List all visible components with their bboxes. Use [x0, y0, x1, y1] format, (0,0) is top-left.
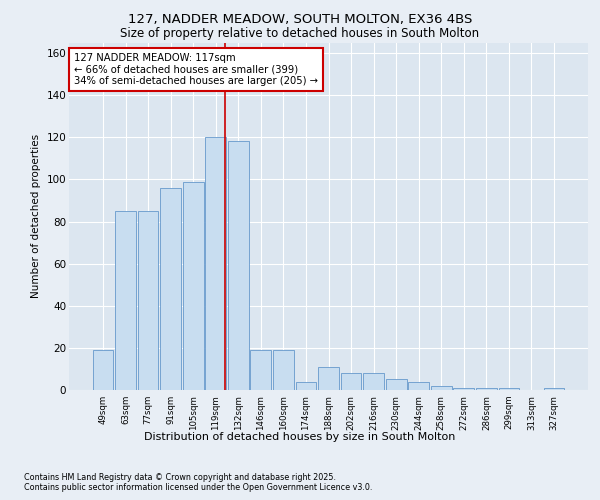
Bar: [160, 188, 181, 390]
Bar: [205, 138, 226, 390]
Text: Size of property relative to detached houses in South Molton: Size of property relative to detached ho…: [121, 28, 479, 40]
Bar: [386, 380, 407, 390]
Text: Contains public sector information licensed under the Open Government Licence v3: Contains public sector information licen…: [24, 483, 373, 492]
Bar: [409, 382, 429, 390]
Bar: [363, 373, 384, 390]
Bar: [341, 373, 361, 390]
Y-axis label: Number of detached properties: Number of detached properties: [31, 134, 41, 298]
Text: 127, NADDER MEADOW, SOUTH MOLTON, EX36 4BS: 127, NADDER MEADOW, SOUTH MOLTON, EX36 4…: [128, 12, 472, 26]
Bar: [499, 388, 520, 390]
Bar: [318, 367, 339, 390]
Text: Distribution of detached houses by size in South Molton: Distribution of detached houses by size …: [145, 432, 455, 442]
Bar: [431, 386, 452, 390]
Bar: [476, 388, 497, 390]
Bar: [137, 211, 158, 390]
Bar: [183, 182, 203, 390]
Bar: [92, 350, 113, 390]
Bar: [250, 350, 271, 390]
Bar: [296, 382, 316, 390]
Bar: [544, 388, 565, 390]
Bar: [454, 388, 474, 390]
Text: 127 NADDER MEADOW: 117sqm
← 66% of detached houses are smaller (399)
34% of semi: 127 NADDER MEADOW: 117sqm ← 66% of detac…: [74, 53, 318, 86]
Bar: [115, 211, 136, 390]
Text: Contains HM Land Registry data © Crown copyright and database right 2025.: Contains HM Land Registry data © Crown c…: [24, 472, 336, 482]
Bar: [273, 350, 294, 390]
Bar: [228, 142, 248, 390]
